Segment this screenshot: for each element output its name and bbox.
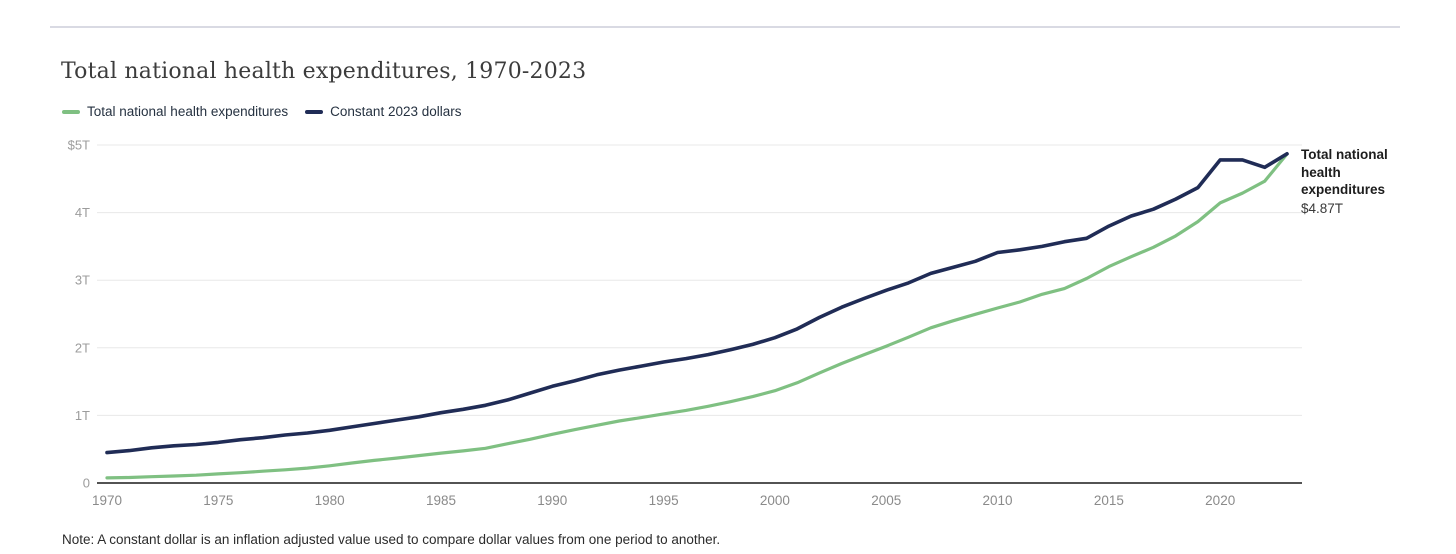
end-line-annotation: Total national health expenditures $4.87… bbox=[1301, 146, 1395, 217]
y-axis-tick-label: 3T bbox=[75, 273, 90, 288]
chart-title: Total national health expenditures, 1970… bbox=[61, 59, 587, 84]
x-axis-tick-label: 1980 bbox=[315, 493, 345, 508]
x-axis-tick-label: 1975 bbox=[203, 493, 233, 508]
y-axis-tick-label: 4T bbox=[75, 205, 90, 220]
footnote: Note: A constant dollar is an inflation … bbox=[62, 532, 721, 547]
series-line-constant-dollars bbox=[105, 152, 1289, 455]
green-line-swatch-icon bbox=[62, 109, 80, 114]
legend: Total national health expenditures Const… bbox=[62, 104, 462, 119]
x-axis-tick-label: 2010 bbox=[983, 493, 1013, 508]
x-axis-tick-label: 1985 bbox=[426, 493, 456, 508]
series-line-total-expenditures bbox=[105, 152, 1289, 480]
y-axis-tick-label: 0 bbox=[83, 476, 90, 491]
navy-line-swatch-icon bbox=[305, 109, 324, 114]
x-axis-tick-label: 1990 bbox=[537, 493, 567, 508]
legend-label: Constant 2023 dollars bbox=[330, 104, 462, 119]
end-line-annotation-label: Total national health expenditures bbox=[1301, 147, 1388, 197]
legend-label: Total national health expenditures bbox=[87, 104, 289, 119]
y-axis-tick-label: 2T bbox=[75, 340, 90, 355]
x-axis-tick-label: 2015 bbox=[1094, 493, 1124, 508]
legend-item-constant-dollars: Constant 2023 dollars bbox=[305, 104, 462, 119]
y-axis-tick-label: $5T bbox=[68, 138, 90, 153]
x-axis-tick-label: 2000 bbox=[760, 493, 790, 508]
x-axis-tick-label: 1995 bbox=[649, 493, 679, 508]
end-line-annotation-value: $4.87T bbox=[1301, 200, 1344, 216]
x-axis-tick-label: 2020 bbox=[1205, 493, 1235, 508]
y-axis-tick-label: 1T bbox=[75, 408, 90, 423]
top-divider bbox=[50, 26, 1400, 28]
x-axis-tick-label: 2005 bbox=[871, 493, 901, 508]
legend-item-total-expenditures: Total national health expenditures bbox=[62, 104, 288, 119]
x-axis-tick-label: 1970 bbox=[92, 493, 122, 508]
